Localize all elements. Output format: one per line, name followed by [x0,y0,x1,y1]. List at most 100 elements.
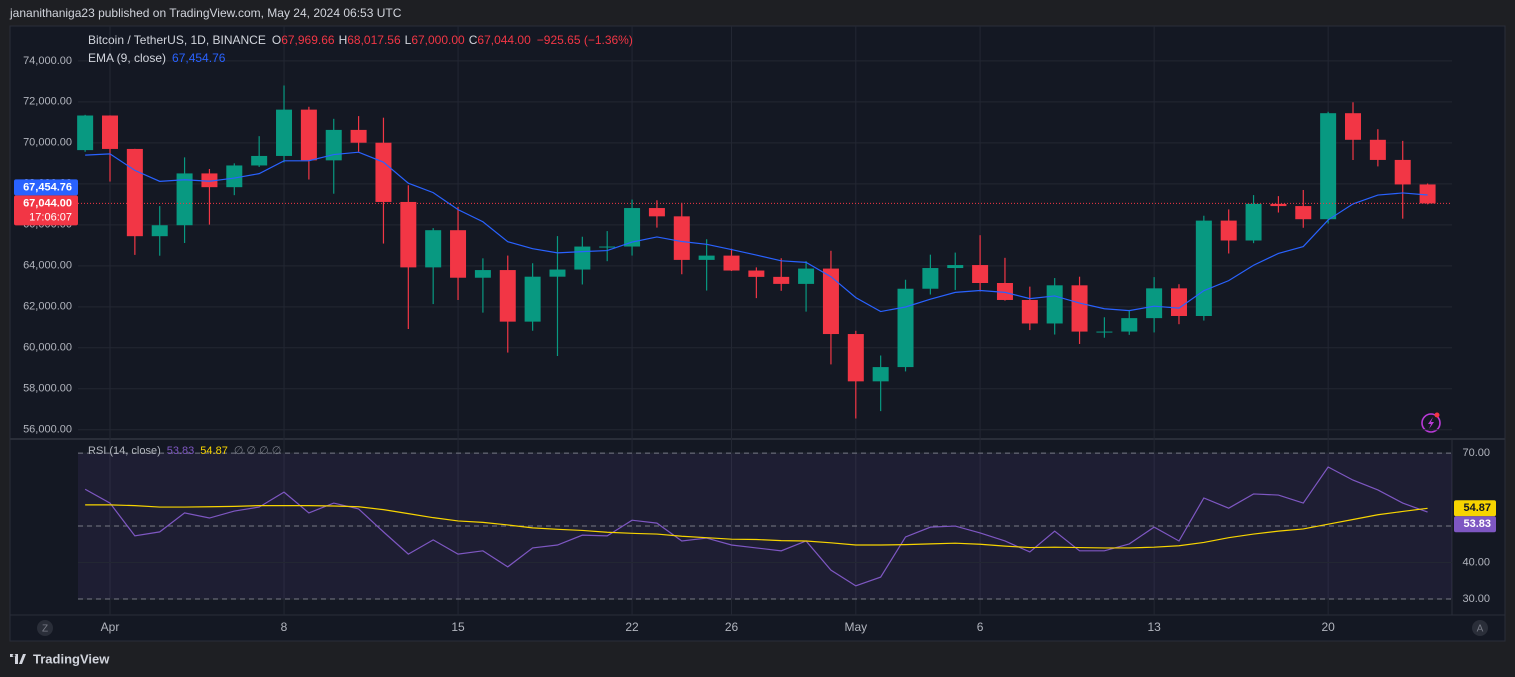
candle-body [549,269,566,277]
y-tick-label: 56,000.00 [23,424,72,436]
legend-ema-row: EMA (9, close) 67,454.76 [88,51,226,65]
candle-body [1295,206,1312,220]
x-tick-label: 20 [1321,620,1335,634]
candle-body [1394,159,1411,185]
rsi-value-box [1454,516,1496,533]
candle-body [226,165,243,188]
candle-body [1220,220,1237,241]
candle-body [474,270,491,278]
candle-body [897,288,914,368]
scale-button-label[interactable]: Z [42,624,48,635]
candle-body [201,173,218,188]
legend-ema-name: EMA (9, close) [88,51,166,65]
candle-body [624,208,641,247]
legend-symbol: Bitcoin / TetherUS, 1D, BINANCE [88,33,266,47]
price-label-box [14,195,78,226]
x-tick-label: May [844,620,867,634]
candle-body [748,270,765,277]
candle-body [1320,113,1337,220]
legend-key: L [405,33,412,47]
publisher-line: jananithaniga23 published on TradingView… [9,6,402,20]
legend-ema-value: 67,454.76 [172,51,226,65]
x-tick-label: 13 [1147,620,1161,634]
rsi-value-box [1454,500,1496,517]
y-tick-label: 70,000.00 [23,137,72,149]
candle-body [996,282,1013,300]
candle-body [1345,113,1361,140]
legend-value: 67,044.00 [477,33,531,47]
alert-bolt[interactable] [1428,417,1434,429]
ema-label-box [14,179,78,196]
candle-body [276,109,293,156]
scale-button[interactable]: Z [37,620,53,636]
alert-icon[interactable] [1421,412,1441,433]
brand-icon[interactable] [10,654,26,664]
y-tick-label: 64,000.00 [23,260,72,272]
candle-body [1170,288,1187,316]
candle-body [176,173,193,226]
y-tick-label: 30.00 [1462,593,1490,605]
candle-body [450,230,467,278]
legend-value: 68,017.56 [347,33,401,47]
rsi-legend-name: RSI (14, close) [88,445,161,457]
rsi-legend: RSI (14, close) 53.83 54.87 ∅ ∅ ∅ ∅ [88,445,281,457]
ema-label: 67,454.76 [23,181,72,193]
candle-body [251,155,268,166]
countdown-label: 17:06:07 [29,211,72,223]
scale-button[interactable]: A [1472,620,1488,636]
candle-body [922,268,939,289]
candle-body [1146,288,1163,319]
scale-button-bg[interactable] [1472,620,1488,636]
candle-body [773,276,790,284]
candle-body [1021,299,1038,324]
scale-button-bg[interactable] [37,620,53,636]
candle-body [1195,220,1212,316]
x-tick-label: 22 [625,620,639,634]
rsi-legend-value: 53.83 [167,445,195,457]
candle-body [524,276,541,322]
rsi-line [84,466,1428,587]
chart-frame [9,25,1506,642]
price-label: 67,044.00 [23,197,72,209]
candle-body [350,129,367,143]
y-tick-label: 60,000.00 [23,342,72,354]
candle-body [1071,285,1088,332]
y-tick-label: 58,000.00 [23,383,72,395]
legend-key: O [272,33,281,47]
legend-key: H [339,33,348,47]
candle-body [972,265,989,283]
candle-body [698,255,715,260]
x-tick-label: 6 [977,620,984,634]
price-pane: 56,000.00 58,000.00 60,000.00 62,000.00 64,0… [14,26,1452,634]
brand-logo[interactable]: TradingView [10,651,110,666]
y-tick-label: 74,000.00 [23,55,72,67]
x-tick-label: 15 [451,620,465,634]
candle-body [847,334,864,382]
legend-value: 67,969.66 [281,33,335,47]
scale-button-label[interactable]: A [1477,624,1484,635]
candle-body [77,115,94,151]
candle-body [673,216,690,260]
candle-body [599,246,616,248]
alert-dot[interactable] [1434,412,1440,418]
legend-change: −925.65 (−1.36%) [537,33,633,47]
candle-body [1121,318,1138,332]
candle-body [499,270,516,322]
candle-body [300,109,317,161]
candle-body [1270,203,1287,207]
alert-ring[interactable] [1421,413,1441,433]
brand-name[interactable]: TradingView [33,651,110,666]
candle-body [1046,285,1063,324]
rsi-value-label: 53.83 [1463,518,1491,530]
candle-body [325,129,342,161]
rsi-ma-line [85,504,1428,549]
candle-body [1096,331,1113,333]
y-tick-label: 72,000.00 [23,96,72,108]
x-tick-label: Apr [101,620,120,634]
candle-body [1419,184,1436,204]
candle-body [425,230,442,268]
legend-symbol-row: Bitcoin / TetherUS, 1D, BINANCE O67,969.6… [88,33,633,47]
